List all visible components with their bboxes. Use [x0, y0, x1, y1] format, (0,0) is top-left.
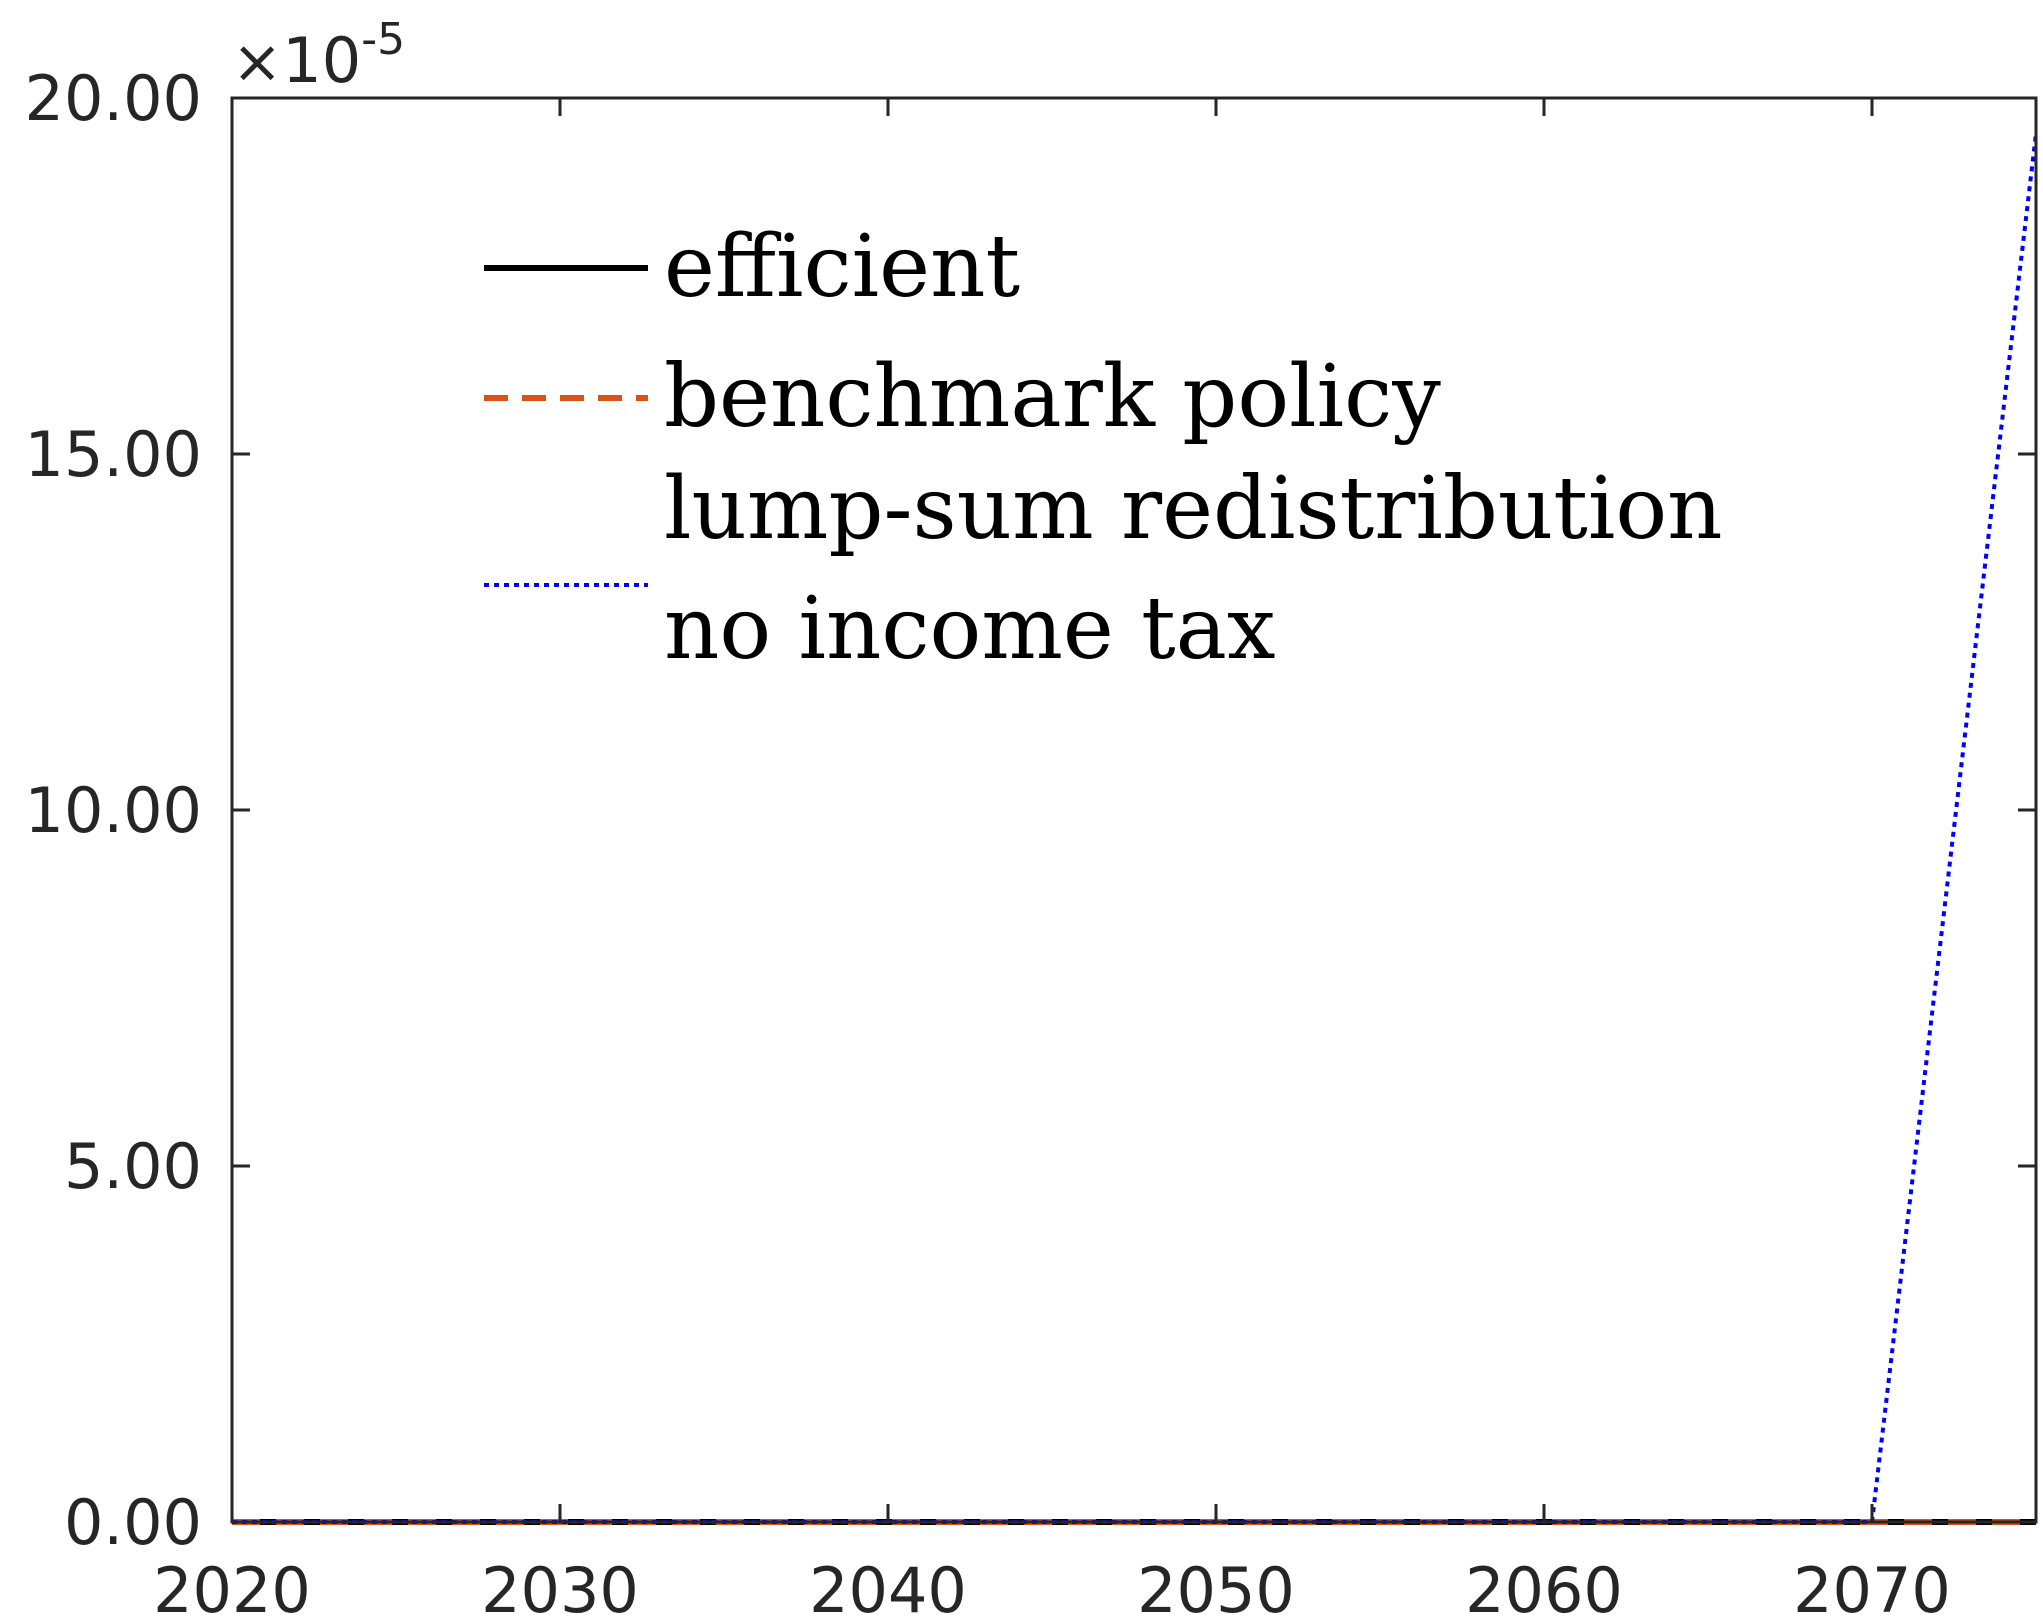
- y-tick-label: 20.00: [25, 62, 203, 135]
- legend: efficient benchmark policy lump-sum redist…: [484, 217, 1723, 679]
- x-tick-label: 2060: [1465, 1554, 1623, 1622]
- legend-label-0: efficient: [664, 217, 1020, 317]
- y-tick-label: 10.00: [25, 774, 203, 847]
- axis-ticks: 2020 2030 2040 2050 2060 2070 0.00 5.00 10.00 15.…: [25, 62, 2036, 1622]
- exponent-base: 10: [282, 24, 361, 97]
- series-layer: [232, 133, 2038, 1525]
- legend-label-2: lump-sum redistribution: [664, 459, 1723, 559]
- exponent-times-sign: ×: [232, 27, 282, 97]
- exponent-power: -5: [361, 14, 405, 65]
- y-axis-exponent: ×10-5: [232, 14, 405, 97]
- y-tick-label: 5.00: [64, 1130, 202, 1203]
- y-tick-label: 0.00: [64, 1486, 202, 1559]
- plot-frame: [230, 96, 2038, 1524]
- legend-label-3: no income tax: [664, 579, 1275, 679]
- x-tick-label: 2040: [809, 1554, 967, 1622]
- series-line-3: [232, 133, 2038, 1524]
- x-tick-label: 2020: [153, 1554, 311, 1622]
- x-tick-label: 2070: [1793, 1554, 1951, 1622]
- x-tick-label: 2030: [481, 1554, 639, 1622]
- legend-label-1: benchmark policy: [664, 347, 1441, 447]
- y-tick-label: 15.00: [25, 418, 203, 491]
- x-tick-label: 2050: [1137, 1554, 1295, 1622]
